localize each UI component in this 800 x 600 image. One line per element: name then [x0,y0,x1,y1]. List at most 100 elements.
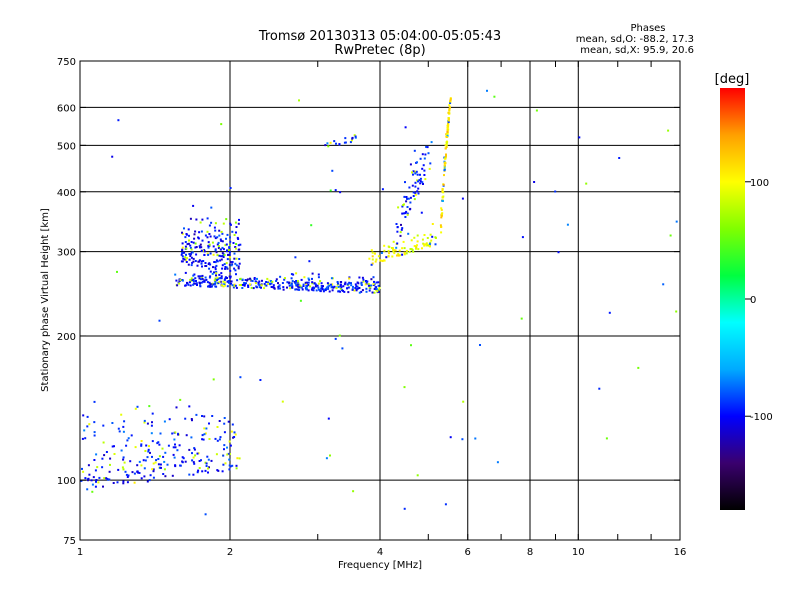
echo-point [445,155,447,158]
axis-ticks [79,60,681,541]
echo-point [346,283,349,286]
echo-point [319,289,322,292]
echo-point [396,226,399,229]
echo-point [91,490,94,493]
echo-point [185,233,188,236]
echo-point [218,277,221,280]
echo-point [191,251,194,254]
echo-point [443,167,446,170]
echo-point [214,277,217,280]
echo-point [125,444,128,447]
echo-point [402,212,405,215]
echo-point [360,290,363,293]
phases-stats-o: mean, sd,O: -88.2, 17.3 [576,34,694,45]
echo-point [221,267,224,270]
echo-point [425,244,428,247]
echo-point [207,467,209,470]
echo-point [199,221,202,224]
echo-point [413,149,416,152]
echo-point [222,248,225,251]
y-tick-label: 300 [57,248,76,259]
echo-point [332,286,335,289]
y-tick-label: 400 [57,188,76,199]
echo-point [200,249,203,252]
echo-point [414,181,417,184]
echo-point [230,430,233,433]
data-points [80,89,678,516]
echo-point [131,471,134,474]
echo-point [126,476,129,478]
echo-point [184,284,187,287]
echo-point [185,253,187,256]
echo-point [160,466,162,469]
echo-point [233,431,236,434]
echo-point [171,432,174,435]
echo-point [208,243,211,246]
echo-point [113,453,116,455]
echo-point [675,310,678,313]
echo-point [225,266,228,269]
echo-point [440,226,443,228]
echo-point [192,278,195,281]
echo-point [98,476,101,479]
echo-point [122,482,125,485]
echo-point [295,283,298,286]
echo-point [417,248,420,251]
echo-point [521,236,524,239]
echo-point [224,267,227,270]
echo-point [222,256,225,258]
echo-point [172,453,175,456]
echo-point [326,142,329,145]
echo-point [101,466,104,469]
echo-point [156,442,159,445]
echo-point [192,283,195,286]
echo-point [444,164,446,167]
echo-point [320,282,323,285]
echo-point [427,244,430,247]
echo-point [308,278,311,281]
echo-point [118,430,121,433]
echo-point [377,284,380,287]
echo-point [395,246,398,249]
echo-point [400,223,402,226]
echo-point [414,185,417,188]
echo-point [226,453,229,456]
echo-point [201,415,203,417]
echo-point [388,252,390,255]
echo-point [329,189,332,192]
echo-point [449,98,452,100]
echo-point [159,432,162,435]
echo-point [447,123,450,126]
echo-point [220,284,223,287]
echo-point [218,280,221,283]
echo-point [228,256,231,259]
echo-point [381,188,384,191]
echo-point [412,170,415,173]
echo-point [425,243,428,246]
echo-point [187,263,190,266]
echo-point [221,240,224,243]
echo-point [335,287,338,290]
echo-point [187,242,190,245]
colorbar-label: [deg] [715,72,750,87]
echo-point [193,273,196,276]
echo-point [194,260,197,262]
echo-point [152,468,155,471]
echo-point [286,281,289,284]
echo-point [236,279,239,282]
echo-point [202,260,205,262]
echo-point [247,284,249,287]
echo-point [204,265,207,267]
echo-point [392,248,394,251]
echo-point [448,112,451,115]
echo-point [246,278,249,281]
echo-point [311,287,314,290]
echo-point [220,275,223,278]
echo-point [283,278,286,281]
echo-point [387,255,390,258]
echo-point [209,285,212,288]
echo-point [419,182,422,185]
echo-point [410,239,413,242]
echo-point [405,200,408,203]
echo-point [87,479,89,482]
